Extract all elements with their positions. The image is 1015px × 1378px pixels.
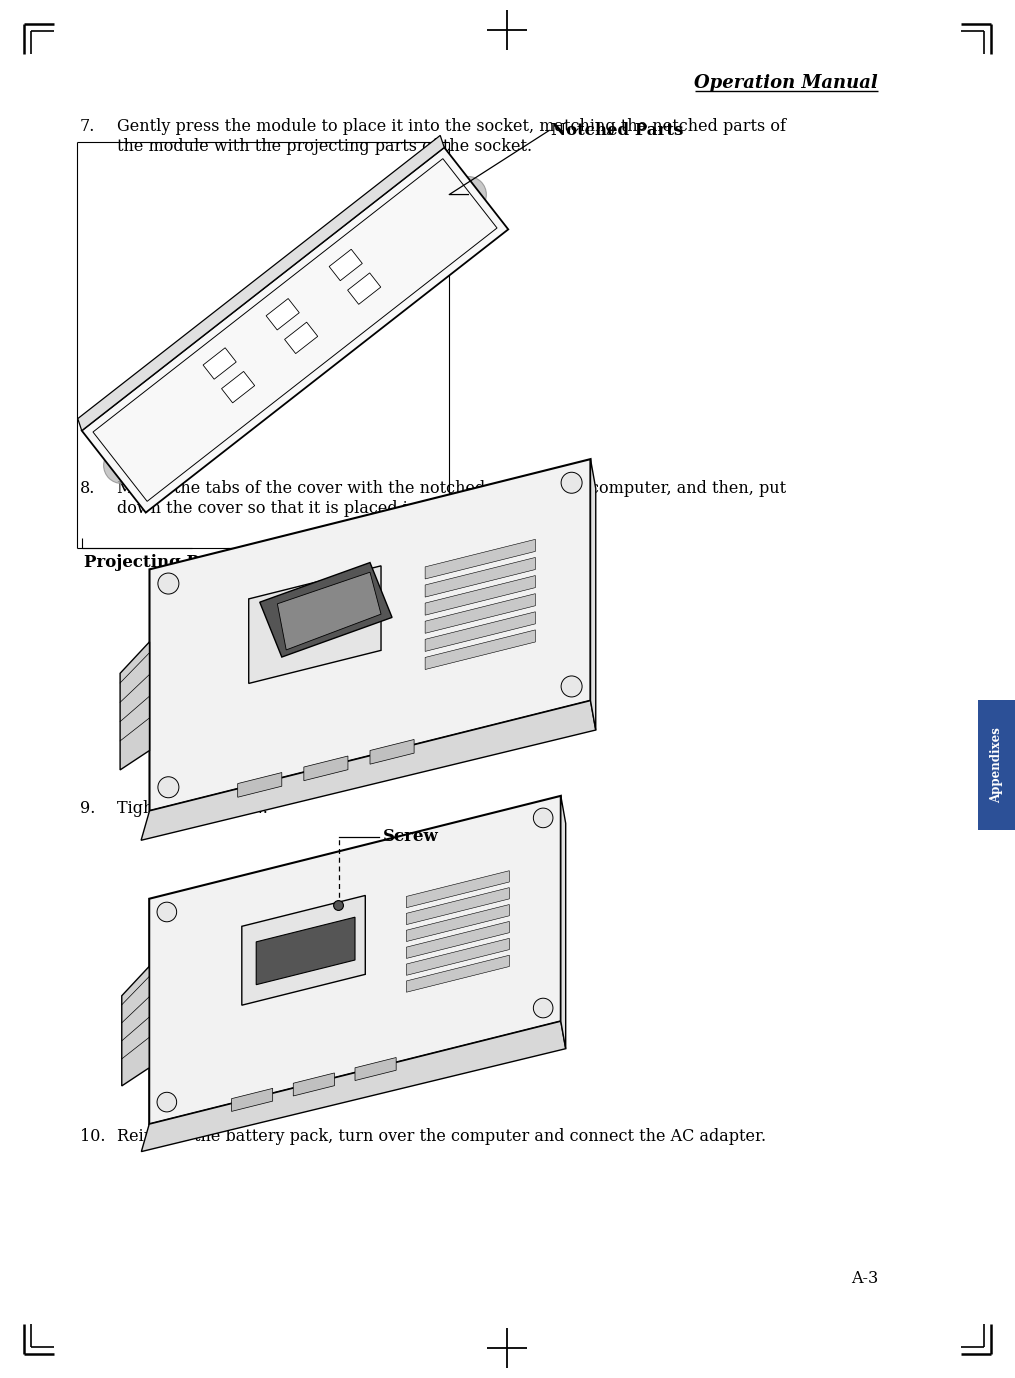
Polygon shape	[277, 572, 381, 650]
Polygon shape	[221, 372, 255, 402]
Polygon shape	[249, 566, 381, 683]
Polygon shape	[256, 918, 355, 985]
Polygon shape	[141, 1021, 565, 1152]
Circle shape	[533, 808, 553, 828]
Circle shape	[334, 901, 343, 911]
Text: Tighten the screw.: Tighten the screw.	[117, 801, 268, 817]
Circle shape	[561, 473, 582, 493]
Polygon shape	[406, 887, 510, 925]
Text: 9.: 9.	[80, 801, 95, 817]
Polygon shape	[406, 922, 510, 959]
Circle shape	[533, 998, 553, 1018]
Polygon shape	[406, 871, 510, 908]
Polygon shape	[406, 938, 510, 976]
Text: Screw: Screw	[383, 828, 438, 846]
Polygon shape	[284, 322, 318, 354]
Text: the module with the projecting parts of the socket.: the module with the projecting parts of …	[117, 138, 532, 154]
Polygon shape	[78, 135, 445, 431]
Polygon shape	[203, 347, 236, 379]
Bar	[978, 700, 1015, 830]
Polygon shape	[425, 539, 535, 579]
Polygon shape	[329, 249, 362, 281]
Polygon shape	[293, 1073, 334, 1096]
Circle shape	[451, 176, 486, 212]
Polygon shape	[141, 700, 596, 841]
Text: down the cover so that it is placed in the original position.: down the cover so that it is placed in t…	[117, 500, 593, 517]
Circle shape	[158, 777, 179, 798]
Circle shape	[157, 1093, 177, 1112]
Text: 8.: 8.	[80, 480, 95, 497]
Polygon shape	[82, 147, 509, 513]
Text: Gently press the module to place it into the socket, matching the notched parts : Gently press the module to place it into…	[117, 119, 786, 135]
Polygon shape	[260, 562, 392, 657]
Text: Notched Parts: Notched Parts	[551, 121, 684, 139]
Polygon shape	[406, 904, 510, 941]
Polygon shape	[120, 642, 149, 770]
Circle shape	[157, 903, 177, 922]
Polygon shape	[425, 594, 535, 634]
Text: 7.: 7.	[80, 119, 95, 135]
Text: Operation Manual: Operation Manual	[694, 74, 878, 92]
Polygon shape	[242, 896, 365, 1005]
Text: Projecting Parts: Projecting Parts	[84, 554, 234, 570]
Text: A-3: A-3	[851, 1271, 878, 1287]
Polygon shape	[122, 966, 149, 1086]
Circle shape	[104, 448, 140, 484]
Circle shape	[158, 573, 179, 594]
Polygon shape	[425, 558, 535, 597]
Text: Match the tabs of the cover with the notched parts of the computer, and then, pu: Match the tabs of the cover with the not…	[117, 480, 787, 497]
Polygon shape	[149, 459, 591, 810]
Polygon shape	[303, 757, 348, 781]
Polygon shape	[355, 1057, 396, 1080]
Polygon shape	[561, 796, 565, 1049]
Text: 10.: 10.	[80, 1129, 106, 1145]
Polygon shape	[238, 773, 282, 798]
Text: Reinstall the battery pack, turn over the computer and connect the AC adapter.: Reinstall the battery pack, turn over th…	[117, 1129, 766, 1145]
Polygon shape	[425, 612, 535, 652]
Polygon shape	[406, 955, 510, 992]
Text: Appendixes: Appendixes	[990, 728, 1003, 803]
Polygon shape	[347, 273, 381, 305]
Polygon shape	[425, 630, 535, 670]
Polygon shape	[370, 740, 414, 765]
Polygon shape	[149, 796, 561, 1124]
Polygon shape	[266, 299, 299, 329]
Polygon shape	[425, 576, 535, 615]
Polygon shape	[591, 459, 596, 730]
Polygon shape	[231, 1089, 273, 1112]
Circle shape	[561, 677, 582, 697]
